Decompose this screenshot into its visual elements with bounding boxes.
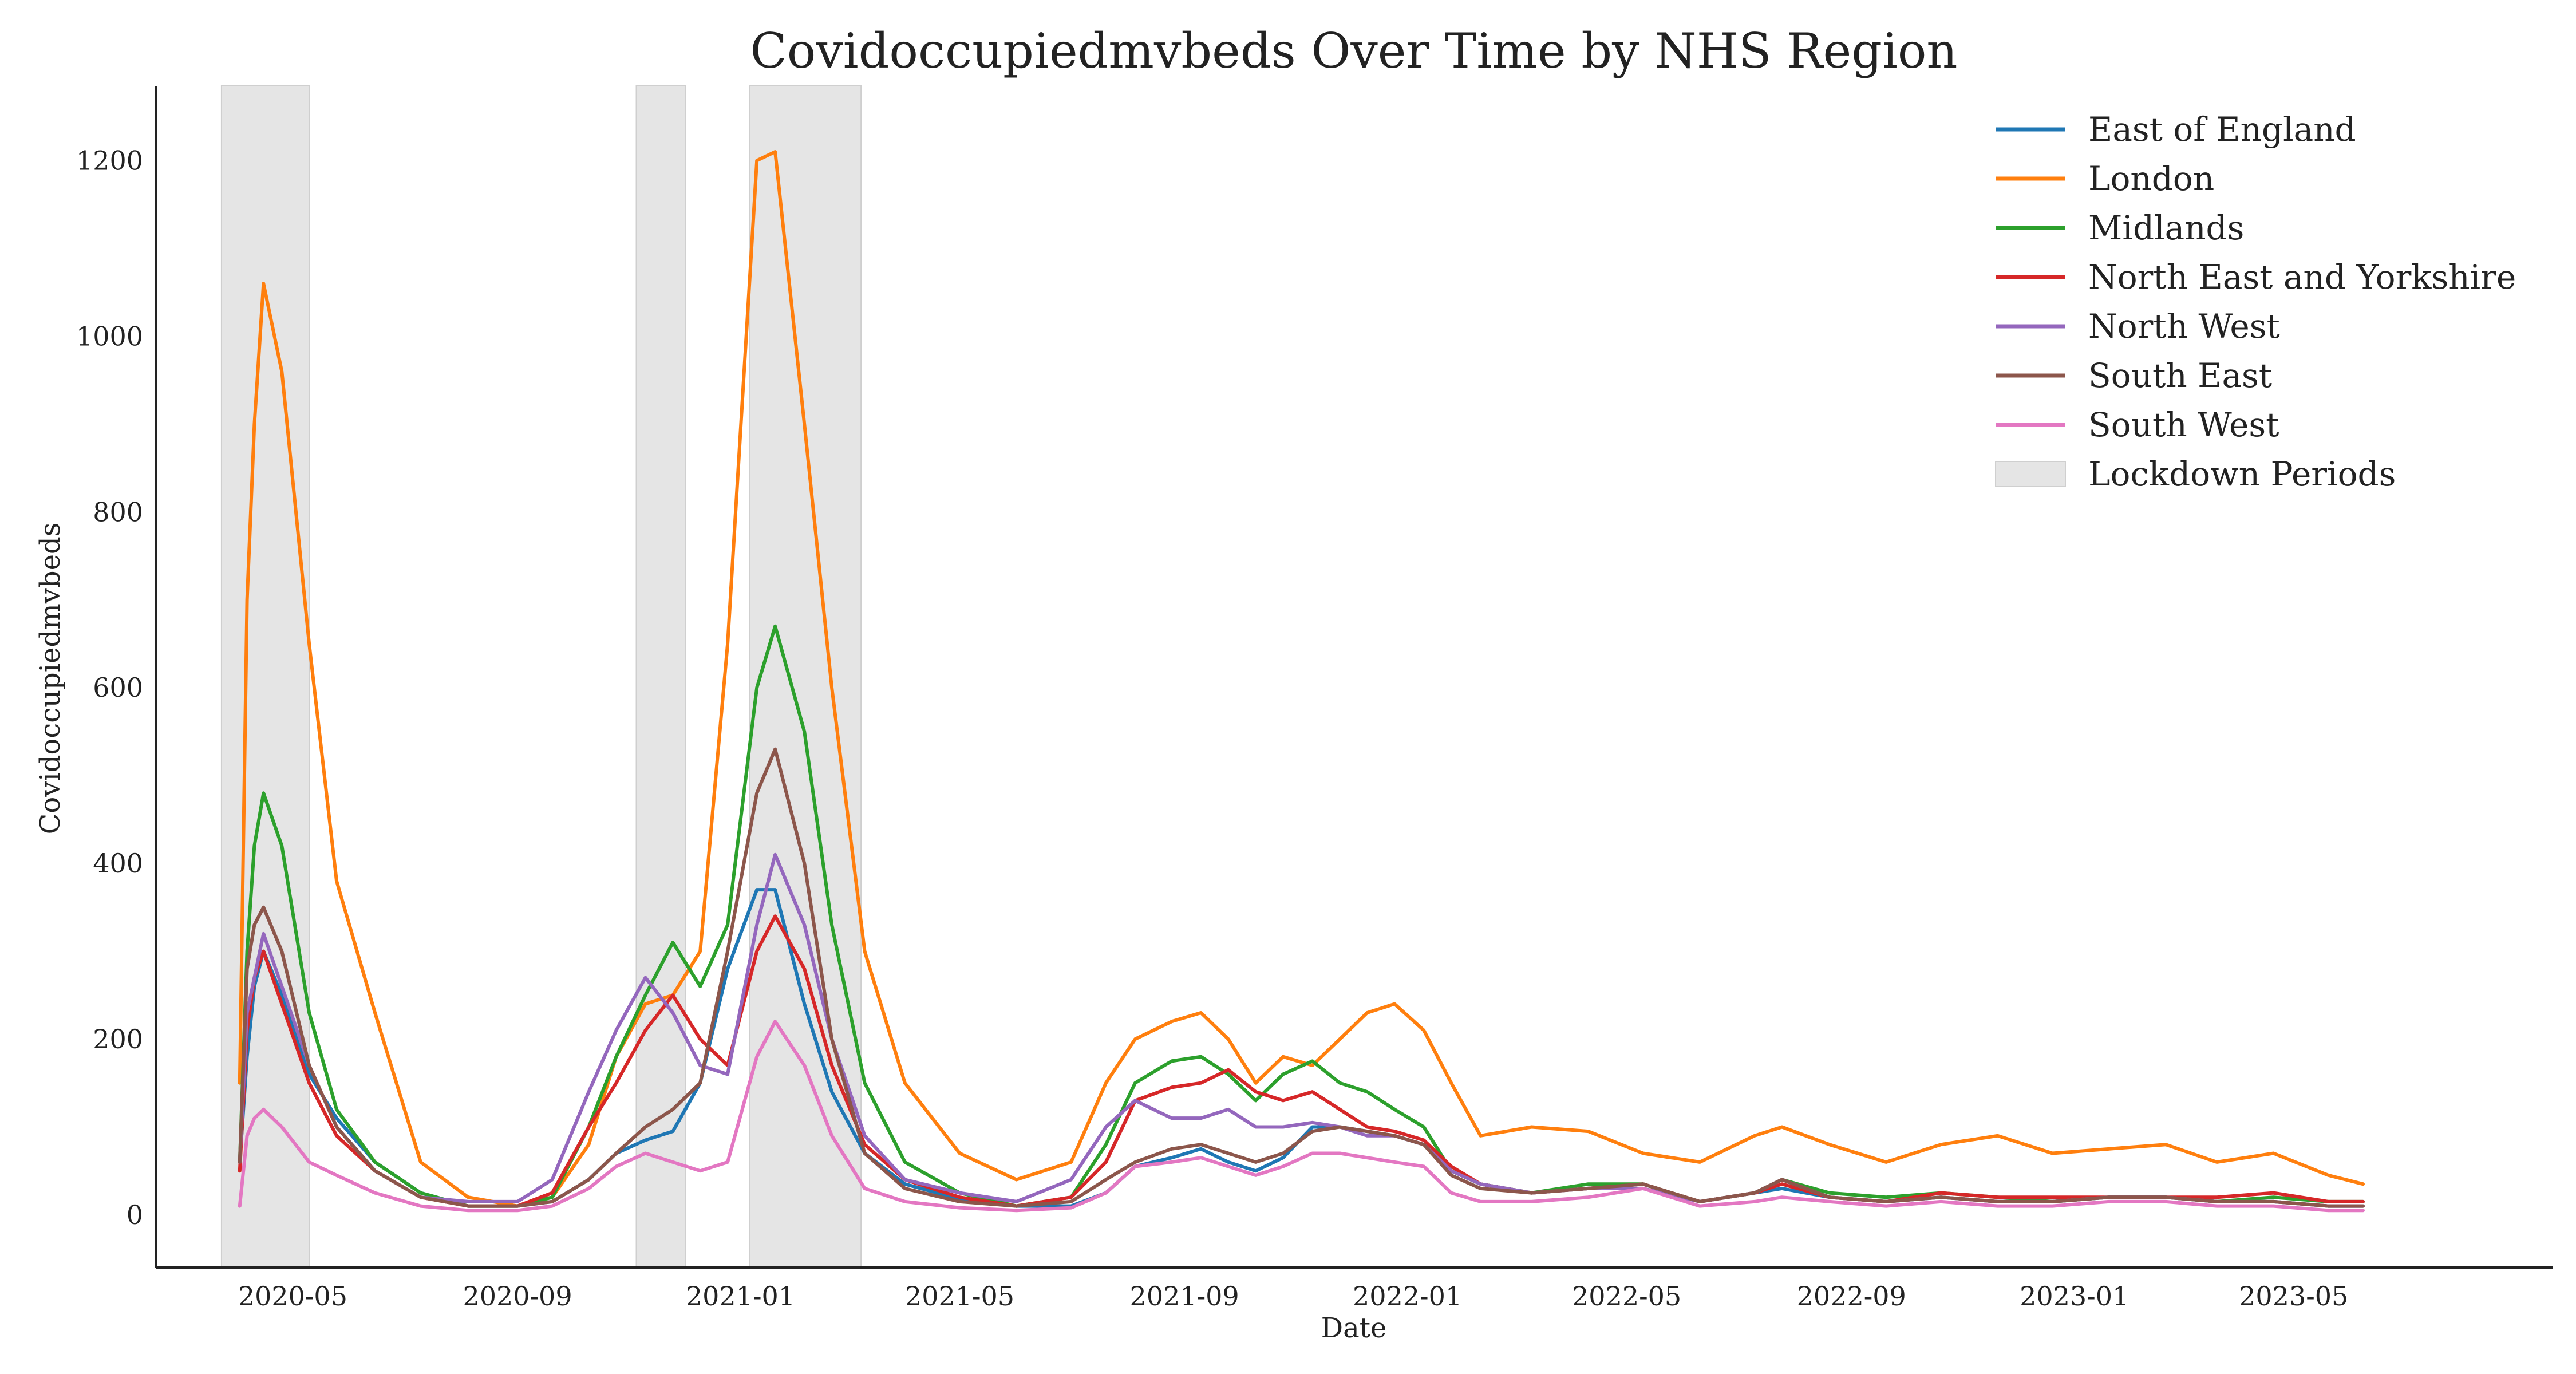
legend-label-midlands: Midlands [2088, 208, 2244, 247]
series-lines [238, 150, 2365, 1213]
series-line-midlands [238, 624, 2365, 1208]
x-ticks: 2020-05 2020-09 2021-01 2021-05 2021-09 2022-… [238, 1281, 2348, 1312]
x-tick-label: 2021-09 [1130, 1281, 1239, 1312]
legend-swatch-lockdown [1995, 461, 2066, 487]
x-tick-label: 2023-01 [2020, 1281, 2129, 1312]
x-axis-label: Date [1321, 1312, 1387, 1344]
x-tick-label: 2023-05 [2239, 1281, 2348, 1312]
x-tick-label: 2020-05 [238, 1281, 347, 1312]
x-tick-label: 2020-09 [463, 1281, 572, 1312]
y-tick-label: 1200 [76, 145, 143, 176]
x-tick-label: 2021-01 [686, 1281, 795, 1312]
lockdown-bands [220, 85, 862, 1268]
lockdown-band-2 [635, 85, 686, 1268]
chart-title: Covidoccupiedmvbeds Over Time by NHS Reg… [750, 23, 1957, 79]
legend-label-lockdown: Lockdown Periods [2088, 455, 2396, 493]
legend: East of England London Midlands North East … [1995, 110, 2516, 493]
y-tick-label: 1000 [76, 321, 143, 352]
legend-label-north-east-and-yorkshire: North East and Yorkshire [2088, 258, 2516, 297]
series-line-south-west [238, 1020, 2365, 1213]
x-tick-label: 2021-05 [905, 1281, 1014, 1312]
lockdown-band-1 [220, 85, 310, 1268]
axes [155, 86, 2553, 1269]
legend-label-south-east: South East [2088, 356, 2272, 395]
series-line-london [238, 150, 2365, 1208]
y-tick-label: 400 [93, 848, 143, 879]
legend-label-london: London [2088, 159, 2214, 198]
y-ticks: 0 200 400 600 800 1000 1200 [76, 145, 143, 1230]
x-tick-label: 2022-09 [1797, 1281, 1906, 1312]
lockdown-band-3 [749, 85, 862, 1268]
series-line-south-east [238, 747, 2365, 1208]
y-axis-label: Covidoccupiedmvbeds [34, 523, 66, 835]
x-tick-label: 2022-05 [1572, 1281, 1681, 1312]
y-tick-label: 800 [93, 496, 143, 527]
legend-label-south-west: South West [2088, 405, 2279, 444]
legend-label-north-west: North West [2088, 307, 2280, 346]
x-tick-label: 2022-01 [1353, 1281, 1462, 1312]
y-tick-label: 0 [127, 1199, 143, 1230]
legend-label-east-of-england: East of England [2088, 110, 2356, 149]
y-tick-label: 200 [93, 1024, 143, 1055]
series-line-north-west [238, 852, 2365, 1208]
y-tick-label: 600 [93, 672, 143, 703]
